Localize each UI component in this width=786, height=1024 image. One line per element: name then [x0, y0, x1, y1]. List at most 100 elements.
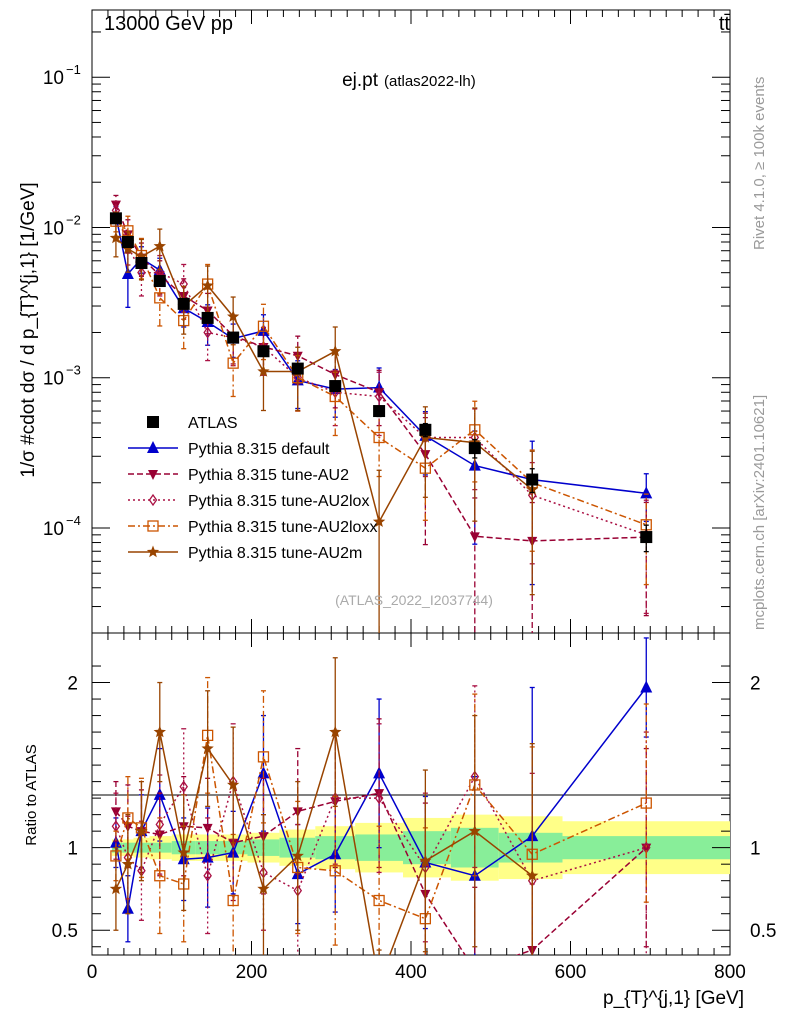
ratio-pythia-8-315-tune-au2loxx-point [257, 751, 270, 763]
main-pythia-8-315-tune-au2m-point [153, 239, 166, 252]
legend-pythia-8-315-tune-au2lox-marker [148, 493, 158, 507]
legend-pythia-8-315-tune-au2m-label: Pythia 8.315 tune-AU2m [188, 545, 362, 562]
main-atlas-group [109, 212, 653, 553]
main-atlas-point [121, 236, 134, 249]
legend-atlas-marker [147, 416, 159, 428]
main-ytick-label: 10 [43, 369, 64, 390]
main-pythia-8-315-tune-au2loxx-point [257, 320, 270, 332]
legend-pythia-8-315-tune-au2-label: Pythia 8.315 tune-AU2 [188, 467, 349, 484]
main-pythia-8-315-tune-au2loxx-point [154, 292, 166, 304]
main-pythia-8-315-tune-au2-point [374, 388, 385, 399]
ratio-pythia-8-315-tune-au2m-line [115, 731, 533, 955]
main-ytick-exponent: −4 [66, 513, 81, 528]
side-rivet: Rivet 4.1.0, ≥ 100k events [751, 77, 768, 250]
main-pythia-8-315-tune-au2-point [469, 532, 480, 543]
main-ytick-label: 10 [43, 68, 64, 89]
ratio-pythia-8-315-tune-au2loxx-point [640, 797, 652, 809]
ratio-pythia-8-315-default-group [109, 637, 653, 955]
main-pythia-8-315-tune-au2loxx-line [115, 220, 647, 526]
ratio-pythia-8-315-tune-au2m-point [121, 857, 135, 870]
main-frame [91, 9, 731, 634]
main-ytick-label: 10 [43, 519, 64, 540]
ratio-ytick-label-right: 1 [750, 839, 761, 860]
main-pythia-8-315-tune-au2m-point [227, 310, 240, 322]
ratio-pythia-8-315-tune-au2lox-point [374, 791, 384, 805]
main-ytick-exponent: −3 [66, 363, 81, 378]
main-pythia-8-315-default-point [121, 267, 134, 280]
main-pythia-8-315-default-point [640, 486, 653, 499]
ratio-ytick-label-right: 2 [750, 674, 761, 695]
legend-pythia-8-315-tune-au2-marker [148, 470, 158, 480]
ratio-pythia-8-315-tune-au2m-point [373, 977, 385, 989]
main-pythia-8-315-tune-au2loxx-point [373, 431, 385, 444]
main-ylabel: 1/σ #cdot dσ / d p_{T}^{j,1} [1/GeV] [18, 182, 39, 477]
legend-pythia-8-315-tune-au2m-marker [146, 545, 160, 558]
main-atlas-point [526, 473, 539, 486]
legend-atlas-label: ATLAS [188, 415, 238, 432]
ratio-ylabel: Ratio to ATLAS [23, 744, 40, 845]
main-ytick-label: 10 [43, 218, 64, 239]
ratio-xtick-label: 400 [395, 962, 427, 983]
legend-pythia-8-315-default-label: Pythia 8.315 default [188, 441, 330, 458]
ratio-xtick-label: 200 [236, 962, 268, 983]
ratio-pythia-8-315-tune-au2m-point [227, 778, 240, 791]
main-pythia-8-315-tune-au2m-point [372, 515, 386, 527]
plot-subtitle: (atlas2022-lh) [384, 73, 476, 90]
ratio-pythia-8-315-tune-au2m-point [177, 846, 190, 858]
main-atlas-point [468, 442, 481, 455]
ratio-pythia-8-315-tune-au2lox-point [203, 869, 212, 882]
ratio-pythia-8-315-tune-au2m-group [109, 657, 539, 989]
main-pythia-8-315-tune-au2m-point [121, 242, 135, 255]
main-ytick-exponent: −2 [66, 212, 81, 227]
ratio-ytick-label-right: 0.5 [750, 921, 776, 942]
legend-pythia-8-315-tune-au2loxx-marker [147, 520, 159, 532]
legend-pythia-8-315-default-marker [147, 441, 159, 453]
legend: ATLAS Pythia 8.315 default Pythia 8.315 tu… [128, 415, 377, 562]
ratio-pythia-8-315-tune-au2m-point [153, 725, 166, 738]
ratio-pythia-8-315-tune-au2m-point [109, 882, 123, 895]
header-right: tt̄ [719, 13, 731, 35]
ratio-ytick-label: 2 [67, 674, 78, 695]
main-pythia-8-315-tune-au2m-point [257, 365, 270, 377]
ratio-frame [91, 632, 731, 956]
ratio-xtick-label: 0 [87, 962, 98, 983]
ratio-ytick-label: 1 [67, 839, 78, 860]
main-pythia-8-315-tune-au2m-point [135, 250, 148, 262]
ratio-pythia-8-315-tune-au2loxx-point [154, 870, 166, 882]
main-pythia-8-315-tune-au2m-point [201, 279, 214, 291]
main-atlas-point [153, 275, 166, 288]
plot-title: ej.pt [342, 70, 379, 91]
ratio-pythia-8-315-tune-au2m-point [329, 725, 342, 738]
xlabel: p_{T}^{j,1} [GeV] [603, 988, 744, 1009]
main-pythia-8-315-tune-au2lox-point [374, 390, 384, 403]
ratio-pythia-8-315-tune-au2m-point [201, 742, 214, 754]
ratio-pythia-8-315-tune-au2loxx-point [329, 865, 341, 877]
main-atlas-point [640, 531, 653, 544]
ratio-pythia-8-315-tune-au2-point [202, 823, 213, 834]
ratio-band-inner [149, 842, 172, 853]
ratio-pythia-8-315-tune-au2m-point [257, 882, 270, 895]
main-atlas-point [201, 311, 214, 324]
ratio-xtick-label: 600 [555, 962, 587, 983]
ratio-pythia-8-315-tune-au2-point [154, 830, 165, 841]
legend-pythia-8-315-tune-au2loxx-label: Pythia 8.315 tune-AU2loxx [188, 519, 377, 536]
main-atlas-point [177, 297, 190, 310]
side-mcplots: mcplots.cern.ch [arXiv:2401.10621] [751, 395, 768, 630]
ratio-ytick-label: 0.5 [52, 921, 78, 942]
ratio-pythia-8-315-tune-au2lox-point [179, 780, 189, 793]
main-atlas-point [291, 362, 304, 375]
ratio-pythia-8-315-tune-au2loxx-line [115, 735, 647, 920]
header-left: 13000 GeV pp [104, 13, 233, 35]
ratio-pythia-8-315-tune-au2-line [115, 792, 647, 955]
main-atlas-point [373, 405, 386, 418]
main-pythia-8-315-tune-au2m-point [109, 231, 123, 244]
ratio-xtick-label: 800 [714, 962, 746, 983]
ratio-pythia-8-315-tune-au2loxx-point [373, 894, 385, 907]
ratio-pythia-8-315-tune-au2m-point [526, 869, 539, 881]
main-atlas-point [329, 380, 342, 393]
ratio-pythia-8-315-tune-au2loxx-point [227, 894, 239, 907]
legend-pythia-8-315-tune-au2lox-label: Pythia 8.315 tune-AU2lox [188, 493, 369, 510]
main-atlas-point [135, 256, 148, 269]
main-atlas-point [227, 331, 240, 344]
